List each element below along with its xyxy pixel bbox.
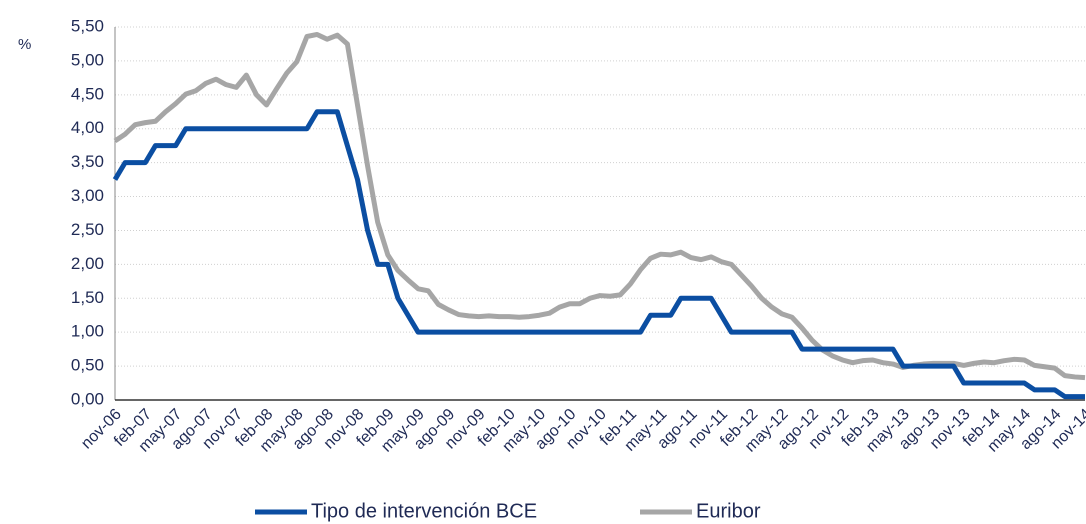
legend-label: Euribor: [696, 500, 761, 522]
y-tick-label: 3,00: [71, 186, 104, 205]
y-tick-label: 5,50: [71, 16, 104, 35]
y-tick-label: 3,50: [71, 152, 104, 171]
y-tick-label: 1,50: [71, 288, 104, 307]
y-tick-label: 0,00: [71, 389, 104, 408]
y-tick-label: 2,50: [71, 220, 104, 239]
y-axis-label: %: [18, 36, 31, 53]
y-tick-label: 4,50: [71, 84, 104, 103]
series-line: [113, 31, 1086, 381]
y-tick-label: 0,50: [71, 356, 104, 375]
y-tick-label: 1,00: [71, 322, 104, 341]
y-tick-label: 5,00: [71, 50, 104, 69]
series-line: [112, 109, 1085, 400]
y-tick-label: 2,00: [71, 254, 104, 273]
y-tick-label: 4,00: [71, 118, 104, 137]
legend-label: Tipo de intervención BCE: [311, 500, 537, 522]
